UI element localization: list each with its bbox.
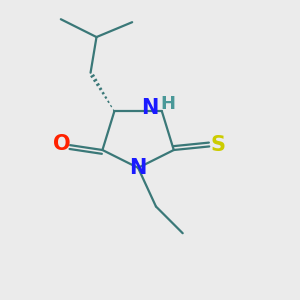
Text: H: H xyxy=(160,95,175,113)
Text: O: O xyxy=(53,134,70,154)
Text: S: S xyxy=(211,135,226,155)
Text: N: N xyxy=(129,158,147,178)
Text: N: N xyxy=(142,98,159,118)
